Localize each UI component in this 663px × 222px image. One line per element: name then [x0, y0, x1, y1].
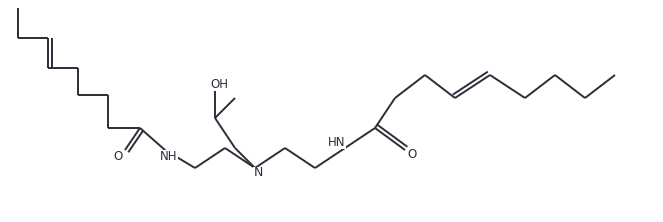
Text: HN: HN [328, 135, 345, 149]
Text: OH: OH [210, 79, 228, 91]
Text: NH: NH [160, 149, 178, 163]
Text: O: O [113, 149, 123, 163]
Text: O: O [407, 149, 416, 161]
Text: N: N [253, 166, 263, 180]
